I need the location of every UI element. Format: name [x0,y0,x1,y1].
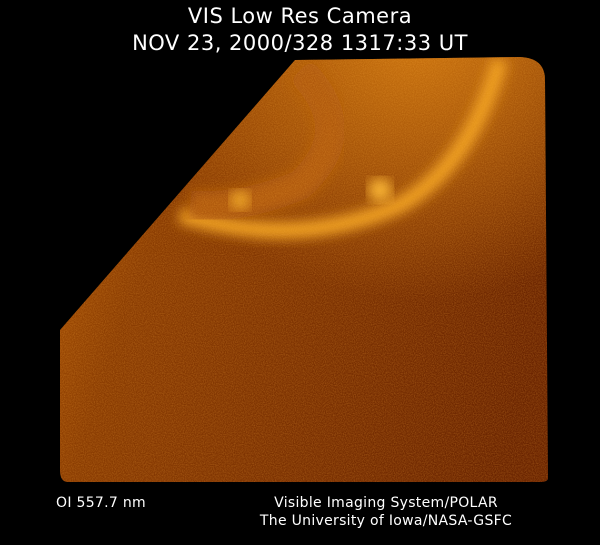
observation-timestamp: NOV 23, 2000/328 1317:33 UT [132,31,468,55]
instrument-label: Visible Imaging System/POLAR [274,495,498,511]
institution-label: The University of Iowa/NASA-GSFC [259,513,513,529]
camera-title: VIS Low Res Camera [187,4,413,28]
wavelength-label: OI 557.7 nm [56,495,146,511]
